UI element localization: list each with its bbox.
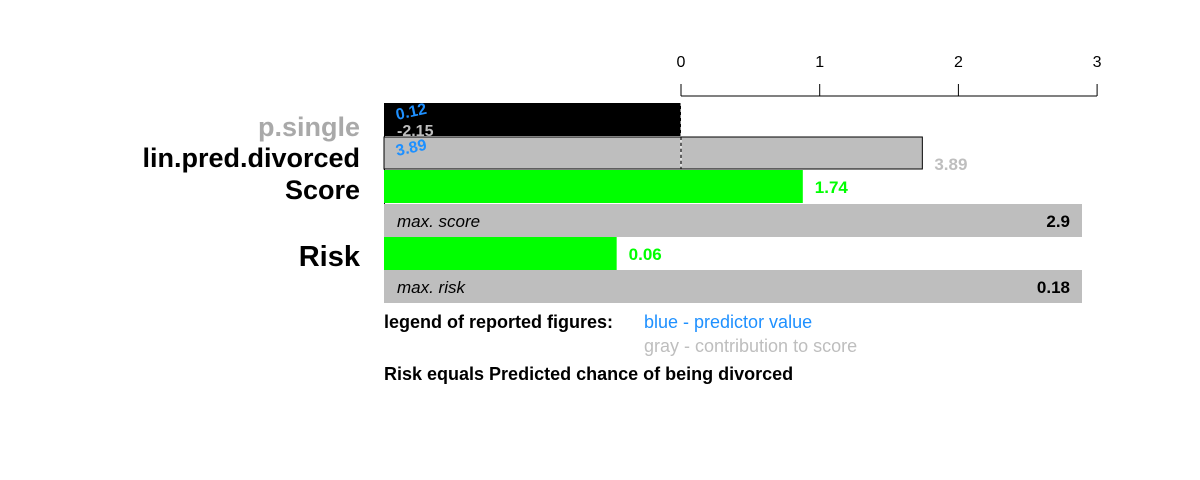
legend-heading: legend of reported figures: [384,312,613,332]
predictor-value-label: 3.89 [394,137,428,160]
predictor-value-label: 0.12 [394,101,428,124]
bar-value [384,170,803,203]
legend: legend of reported figures: blue - predi… [384,312,857,384]
bar-max [384,270,1082,303]
legend-gray: gray - contribution to score [644,336,857,356]
value-label: 1.74 [815,178,849,197]
axis-tick-label: 2 [954,54,963,71]
row-label: Score [285,175,360,205]
bar-max [384,204,1082,237]
bar-value [384,237,617,270]
value-label: 0.06 [629,245,662,264]
row-label: p.single [258,112,360,142]
axis-tick-label: 1 [815,54,824,71]
contribution-label: 3.89 [934,155,967,174]
axis-ticks: 0 1 2 3 [677,54,1102,96]
row-label: lin.pred.divorced [142,143,360,173]
axis-tick-label: 3 [1093,54,1102,71]
legend-blue: blue - predictor value [644,312,812,332]
max-value-label: 2.9 [1046,212,1070,231]
bar-p-single [384,103,681,136]
footnote: Risk equals Predicted chance of being di… [384,364,793,384]
axis-tick-label: 0 [677,54,686,71]
max-label: max. score [397,212,480,231]
max-label: max. risk [397,278,467,297]
bar-lin-pred [383,136,923,170]
max-value-label: 0.18 [1037,278,1070,297]
row-label: Risk [299,241,361,273]
contribution-label: -2.15 [397,123,434,140]
axis: 0 1 2 3 [677,54,1102,97]
